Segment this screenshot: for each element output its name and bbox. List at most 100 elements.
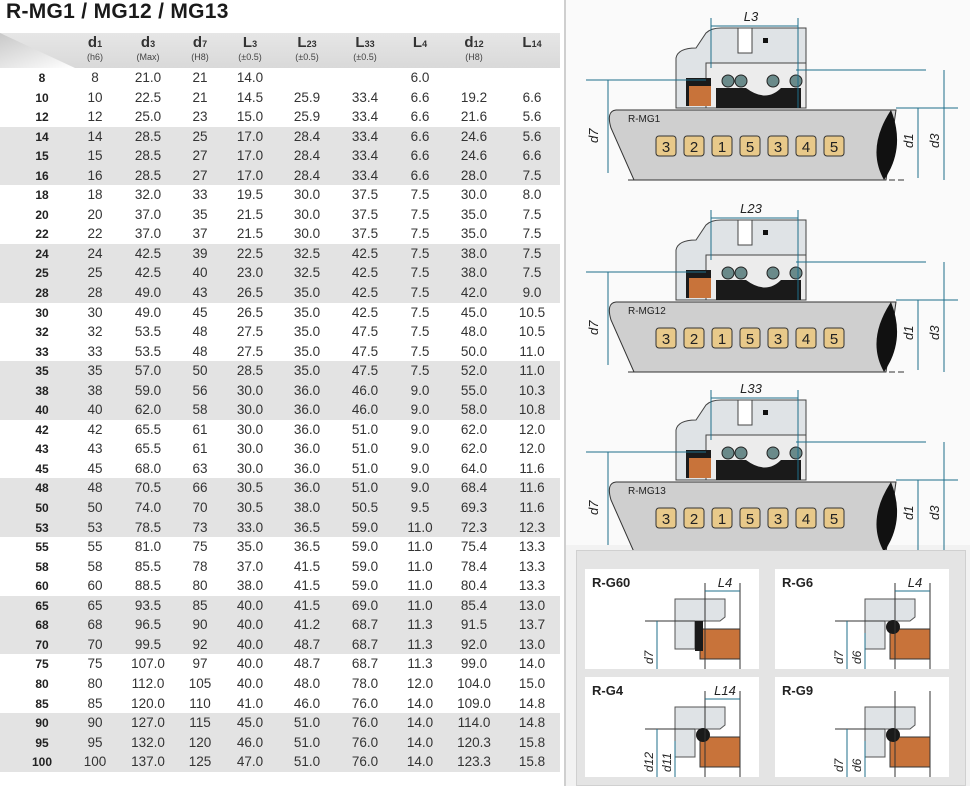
table-cell: 9.5 — [410, 500, 430, 516]
table-cell: 12.0 — [406, 675, 434, 691]
table-cell: 40.0 — [236, 597, 264, 613]
part-number: 3 — [774, 331, 782, 348]
row-size: 15 — [35, 149, 49, 164]
table-cell: 33 — [192, 187, 208, 203]
table-cell: 35 — [87, 363, 103, 379]
table-cell: 63 — [192, 460, 208, 476]
table-cell: 14.8 — [518, 695, 546, 711]
table-cell: 37.0 — [134, 226, 162, 242]
table-cell: 53 — [87, 519, 103, 535]
dim-label: d7 — [832, 649, 846, 664]
part-badge — [795, 135, 817, 157]
row-size: 25 — [35, 266, 49, 281]
table-row: 45 45 68.0 63 30.0 36.0 51.0 9.0 64.0 11.6 — [0, 459, 560, 479]
oring — [721, 446, 735, 460]
table-cell: 15 — [87, 148, 103, 164]
table-cell: 6.6 — [410, 148, 430, 164]
table-cell: 28.0 — [460, 167, 488, 183]
row-size: 43 — [35, 442, 49, 457]
row-size: 45 — [35, 461, 49, 476]
table-cell: 38.0 — [236, 578, 264, 594]
table-cell: 69.0 — [351, 597, 379, 613]
table-cell: 37.5 — [351, 187, 379, 203]
table-cell: 123.3 — [457, 754, 491, 770]
table-cell: 68.4 — [460, 480, 488, 496]
table-cell: 70 — [192, 500, 208, 516]
table-cell: 78.4 — [460, 558, 488, 574]
dim-label: d3 — [927, 133, 942, 148]
table-cell: 11.6 — [519, 500, 545, 516]
seat — [889, 628, 931, 660]
table-cell: 11.0 — [407, 578, 433, 594]
table-row: 60 60 88.5 80 38.0 41.5 59.0 11.0 80.4 13.3 — [0, 576, 560, 596]
seat-panel: d7 d6 R-G9 — [775, 677, 949, 777]
table-cell: 7.5 — [410, 187, 430, 203]
table-row: 30 30 49.0 45 26.5 35.0 42.5 7.5 45.0 10.5 — [0, 303, 560, 323]
table-cell: 62.0 — [460, 421, 488, 437]
table-cell: 11.0 — [407, 597, 433, 613]
table-cell: 7.5 — [410, 265, 430, 281]
table-cell: 114.0 — [457, 715, 491, 731]
dim-label: d7 — [586, 500, 601, 515]
table-cell: 25.9 — [293, 109, 321, 125]
oring-small — [763, 410, 768, 415]
table-cell: 12.0 — [518, 421, 546, 437]
table-cell: 9.0 — [410, 402, 430, 418]
seat-diagram: L4 d7 — [642, 575, 741, 669]
table-cell: 52.0 — [460, 363, 488, 379]
table-cell: 36.0 — [293, 382, 321, 398]
table-cell: 65.5 — [134, 421, 162, 437]
part-number: 3 — [662, 331, 670, 348]
part-badge — [683, 135, 705, 157]
row-size: 14 — [35, 129, 49, 144]
table-cell: 9.0 — [410, 421, 430, 437]
table-cell: 50 — [192, 363, 208, 379]
table-cell: 45 — [192, 304, 208, 320]
row-size: 12 — [35, 110, 49, 125]
row-size: 53 — [35, 520, 49, 535]
set-screw — [737, 27, 753, 54]
table-cell: 36.0 — [293, 460, 321, 476]
table-cell: 46.0 — [351, 402, 379, 418]
seat-ring — [689, 86, 711, 106]
part-number: 5 — [830, 331, 838, 348]
part-number: 5 — [830, 139, 838, 156]
row-size: 70 — [35, 637, 49, 652]
column-symbol: d — [140, 34, 151, 51]
table-cell: 10 — [87, 89, 103, 105]
table-cell: 40.0 — [236, 675, 264, 691]
table-cell: 19.2 — [460, 89, 488, 105]
table-cell: 91.5 — [460, 617, 488, 633]
table-cell: 59.0 — [351, 558, 379, 574]
table-cell: 48.0 — [293, 675, 321, 691]
column-symbol: L — [412, 34, 423, 51]
row-size: 30 — [35, 305, 49, 320]
table-cell: 36.0 — [293, 421, 321, 437]
length-label: L23 — [740, 201, 762, 216]
table-cell: 45.0 — [236, 715, 264, 731]
table-cell: 25 — [87, 265, 103, 281]
table-cell: 33.4 — [351, 167, 379, 183]
table-cell: 40 — [87, 402, 103, 418]
table-cell: 96.5 — [134, 617, 162, 633]
seat — [699, 628, 741, 660]
table-row: 24 24 42.5 39 22.5 32.5 42.5 7.5 38.0 7.5 — [0, 243, 560, 264]
part-badge — [739, 135, 761, 157]
column-header: d7 (H8) — [170, 35, 230, 63]
table-cell: 30.0 — [236, 441, 264, 457]
table-cell: 14.8 — [518, 715, 546, 731]
part-number: 3 — [774, 139, 782, 156]
seat — [699, 736, 741, 768]
row-size: 65 — [35, 598, 49, 613]
table-cell: 7.5 — [410, 226, 430, 242]
table-row: 15 15 28.5 27 17.0 28.4 33.4 6.6 24.6 6.6 — [0, 146, 560, 166]
table-cell: 68.0 — [134, 460, 162, 476]
column-subscript: 14 — [531, 39, 542, 49]
table-cell: 15.8 — [518, 734, 546, 750]
bellows — [716, 88, 801, 108]
table-body: 8 8 21.0 21 14.0 6.0 10 10 22.5 21 14.5 25.9 33.4 6.6… — [0, 68, 560, 772]
table-cell: 120.3 — [457, 734, 491, 750]
table-cell: 41.5 — [293, 578, 321, 594]
table-cell: 11.6 — [519, 480, 545, 496]
table-cell: 14.0 — [406, 715, 434, 731]
